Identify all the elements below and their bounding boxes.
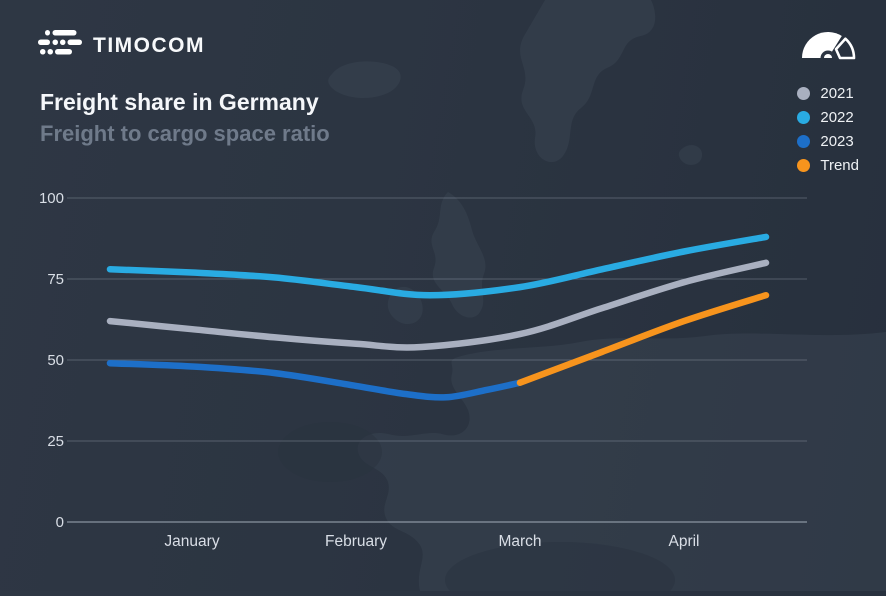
map-great-britain <box>431 192 486 318</box>
speedometer-gauge-icon <box>800 28 856 66</box>
map-iceland <box>328 61 401 99</box>
map-sea-mediterranean <box>445 542 675 596</box>
x-axis-tick-label: January <box>164 533 219 550</box>
map-baltic-island <box>678 145 703 165</box>
x-axis-tick-label: March <box>498 533 541 550</box>
map-scandinavia <box>520 0 656 163</box>
y-axis-tick-label: 0 <box>56 514 64 531</box>
x-axis-tick-label: April <box>668 533 699 550</box>
legend-item-2023: 2023 <box>797 130 859 152</box>
legend-item-trend: Trend <box>797 154 859 176</box>
legend-item-2021: 2021 <box>797 82 859 104</box>
line-series-2022 <box>106 233 770 299</box>
y-axis-tick-label: 100 <box>39 190 64 207</box>
x-axis-tick-label: February <box>325 533 387 550</box>
line-series-2023 <box>106 359 524 401</box>
legend-dot-2023 <box>797 134 811 148</box>
legend-dot-2021 <box>797 86 811 100</box>
brand-name: TIMOCOM <box>93 33 205 57</box>
timocom-logo: TIMOCOM <box>38 30 205 61</box>
legend-label: 2021 <box>820 84 854 102</box>
y-axis-tick-label: 50 <box>47 352 64 369</box>
page-subtitle: Freight to cargo space ratio <box>40 120 330 146</box>
legend-label: 2022 <box>820 108 854 126</box>
map-sea-biscay <box>278 422 382 482</box>
legend-label: Trend <box>820 156 859 174</box>
truck-speed-lines-icon <box>38 30 82 61</box>
y-axis-tick-label: 75 <box>47 271 64 288</box>
legend-dot-2022 <box>797 110 811 124</box>
legend-label: 2023 <box>820 132 854 150</box>
line-series-2021 <box>106 259 770 351</box>
chart-legend: 2021 2022 2023 Trend <box>797 82 859 176</box>
title-block: Freight share in Germany Freight to carg… <box>40 88 330 147</box>
legend-dot-trend <box>797 158 811 172</box>
legend-item-2022: 2022 <box>797 106 859 128</box>
map-continental-europe <box>357 332 886 591</box>
page-title: Freight share in Germany <box>40 89 319 115</box>
y-axis-tick-label: 25 <box>47 433 64 450</box>
line-series-trend <box>516 291 770 386</box>
